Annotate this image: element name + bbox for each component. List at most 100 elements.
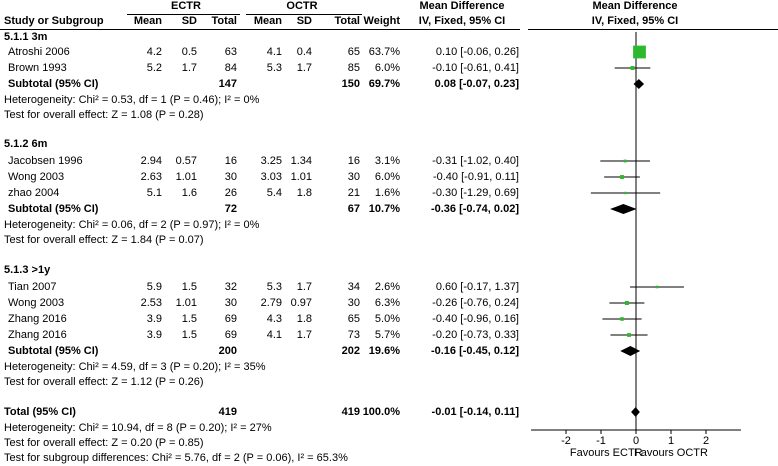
- total2: 16: [347, 155, 360, 167]
- plot-header-rule: [528, 29, 778, 30]
- study-point: [623, 159, 627, 163]
- study-name: Atroshi 2006: [8, 46, 70, 58]
- sd1: 1.6: [181, 187, 197, 199]
- mean2: 3.03: [260, 171, 282, 183]
- sd1: 1.01: [175, 297, 197, 309]
- study-name: Zhang 2016: [8, 329, 67, 341]
- weight: 1.6%: [374, 187, 400, 199]
- col-total1: Total: [211, 15, 237, 27]
- subtotal-label: Subtotal (95% CI): [8, 203, 99, 215]
- subtotal-ci: -0.36 [-0.74, 0.02]: [430, 203, 519, 215]
- total2: 34: [347, 281, 360, 293]
- study-point: [620, 317, 624, 321]
- total2: 65: [347, 313, 360, 325]
- x-tick-label: 2: [703, 435, 709, 447]
- subtotal-n1: 200: [218, 345, 237, 357]
- total1: 16: [224, 155, 237, 167]
- total2: 73: [347, 329, 360, 341]
- summary-diamond: [620, 346, 641, 356]
- col-weight: Weight: [363, 15, 400, 27]
- sd1: 0.5: [181, 46, 197, 58]
- sd2: 1.7: [296, 62, 312, 74]
- mean1: 3.9: [146, 313, 162, 325]
- group2-underline: [246, 14, 362, 15]
- mean1: 3.9: [146, 329, 162, 341]
- x-tick-label: 1: [668, 435, 674, 447]
- mean1: 2.63: [140, 171, 162, 183]
- summary-diamond: [610, 204, 637, 214]
- study-name: Brown 1993: [8, 62, 67, 74]
- x-tick-label: 0: [633, 435, 639, 447]
- md-header: Mean Difference: [419, 0, 505, 12]
- favours-left-label: Favours ECTR: [570, 447, 643, 459]
- mean2: 4.3: [266, 313, 282, 325]
- total1: 69: [224, 313, 237, 325]
- study-point: [624, 300, 629, 306]
- x-tick-label: -2: [561, 435, 571, 447]
- total-n1: 419: [218, 406, 237, 418]
- overall-effect-text: Test for overall effect: Z = 1.08 (P = 0…: [4, 109, 204, 121]
- total1: 69: [224, 329, 237, 341]
- sd1: 0.57: [175, 155, 197, 167]
- mean2: 3.25: [260, 155, 282, 167]
- ci: -0.30 [-1.29, 0.69]: [432, 187, 519, 199]
- mean1: 5.9: [146, 281, 162, 293]
- total1: 84: [224, 62, 237, 74]
- ci: -0.10 [-0.61, 0.41]: [432, 62, 519, 74]
- total2: 30: [347, 171, 360, 183]
- overall-effect-text: Test for overall effect: Z = 1.84 (P = 0…: [4, 234, 204, 246]
- mean2: 4.1: [266, 46, 282, 58]
- weight: 6.3%: [374, 297, 400, 309]
- group1-underline: [127, 14, 240, 15]
- study-name: Wong 2003: [8, 297, 65, 309]
- plot-ci-header: IV, Fixed, 95% CI: [591, 15, 679, 27]
- mean1: 2.94: [140, 155, 162, 167]
- plot-header: Mean Difference: [592, 0, 678, 12]
- subtotal-weight: 10.7%: [368, 203, 400, 215]
- study-name: Wong 2003: [8, 171, 65, 183]
- total-weight: 100.0%: [362, 406, 400, 418]
- study-point: [624, 191, 627, 195]
- col-total2: Total: [334, 15, 360, 27]
- total2: 30: [347, 297, 360, 309]
- mean1: 5.1: [146, 187, 162, 199]
- mean2: 5.3: [266, 281, 282, 293]
- mean1: 2.53: [140, 297, 162, 309]
- weight: 6.0%: [374, 171, 400, 183]
- ci: -0.20 [-0.73, 0.33]: [432, 329, 519, 341]
- mean1: 4.2: [146, 46, 162, 58]
- weight: 2.6%: [374, 281, 400, 293]
- subtotal-n2: 150: [341, 78, 360, 90]
- ci: 0.10 [-0.06, 0.26]: [435, 46, 519, 58]
- study-name: Zhang 2016: [8, 313, 67, 325]
- sd2: 1.34: [290, 155, 312, 167]
- header-rule: [0, 29, 520, 30]
- sd2: 1.7: [296, 281, 312, 293]
- total1: 63: [224, 46, 237, 58]
- sd2: 1.7: [296, 329, 312, 341]
- subtotal-weight: 19.6%: [368, 345, 400, 357]
- study-point: [655, 285, 659, 289]
- col-sd2: SD: [296, 15, 312, 27]
- total2: 21: [347, 187, 360, 199]
- ci: -0.26 [-0.76, 0.24]: [432, 297, 519, 309]
- group1-header: ECTR: [171, 0, 201, 12]
- col-sd1: SD: [181, 15, 197, 27]
- total2: 65: [347, 46, 360, 58]
- ci: 0.60 [-0.17, 1.37]: [435, 281, 519, 293]
- summary-diamond: [631, 407, 640, 417]
- group2-header: OCTR: [286, 0, 318, 12]
- weight: 3.1%: [374, 155, 400, 167]
- study-name: zhao 2004: [8, 187, 60, 199]
- sd2: 1.8: [296, 313, 312, 325]
- sd1: 1.5: [181, 329, 197, 341]
- heterogeneity-text: Heterogeneity: Chi² = 4.59, df = 3 (P = …: [4, 361, 266, 373]
- total-n2: 419: [341, 406, 360, 418]
- col-study: Study or Subgroup: [4, 15, 104, 27]
- subtotal-label: Subtotal (95% CI): [8, 345, 99, 357]
- ci: -0.40 [-0.91, 0.11]: [432, 171, 519, 183]
- heterogeneity-text: Heterogeneity: Chi² = 0.53, df = 1 (P = …: [4, 94, 260, 106]
- weight: 5.0%: [374, 313, 400, 325]
- total-ci: -0.01 [-0.14, 0.11]: [431, 406, 519, 418]
